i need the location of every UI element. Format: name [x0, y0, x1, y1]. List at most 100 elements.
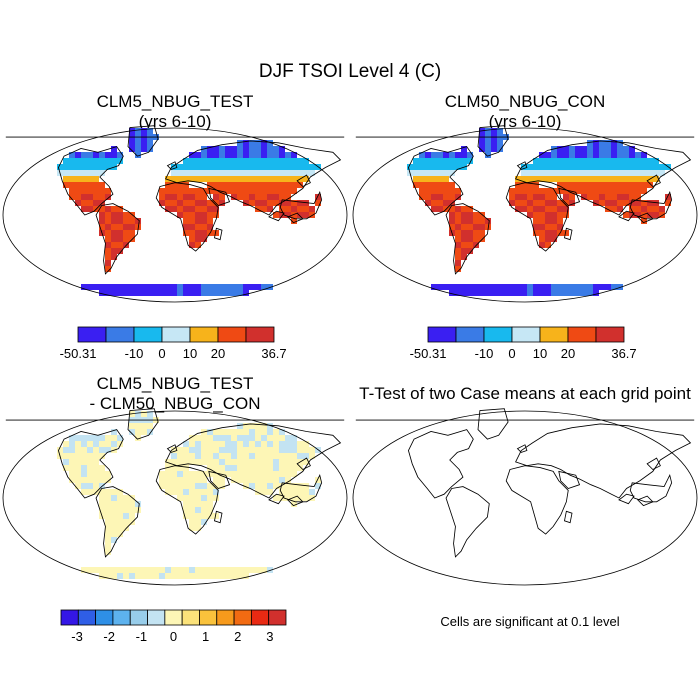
grid-cell: [279, 206, 285, 212]
grid-cell: [623, 158, 629, 164]
grid-cell: [641, 158, 647, 164]
grid-cell: [569, 158, 575, 164]
grid-cell: [315, 200, 321, 206]
grid-cell: [551, 170, 557, 176]
grid-cell: [443, 170, 449, 176]
grid-cell: [111, 429, 117, 435]
grid-cell: [279, 489, 285, 495]
grid-cell: [291, 164, 297, 170]
grid-cell: [575, 284, 581, 290]
grid-cell: [279, 459, 285, 465]
grid-cell: [297, 164, 303, 170]
grid-cell: [225, 146, 231, 152]
grid-cell: [93, 459, 99, 465]
grid-cell: [605, 182, 611, 188]
colorbar-tick-label: -2: [103, 629, 115, 644]
grid-cell: [207, 489, 213, 495]
grid-cell: [219, 477, 225, 483]
grid-cell: [141, 423, 147, 429]
grid-cell: [629, 152, 635, 158]
grid-cell: [105, 158, 111, 164]
grid-cell: [99, 224, 105, 230]
grid-cell: [237, 194, 243, 200]
grid-cell: [551, 236, 557, 242]
grid-cell: [201, 567, 207, 573]
grid-cell: [491, 284, 497, 290]
grid-cell: [309, 495, 315, 501]
grid-cell: [641, 182, 647, 188]
grid-cell: [467, 236, 473, 242]
grid-cell: [629, 176, 635, 182]
grid-cell: [267, 170, 273, 176]
grid-cell: [63, 176, 69, 182]
grid-cell: [201, 236, 207, 242]
grid-cell: [117, 525, 123, 531]
grid-cell: [195, 573, 201, 579]
grid-cell: [455, 248, 461, 254]
grid-cell: [141, 284, 147, 290]
grid-cell: [231, 284, 237, 290]
grid-cell: [303, 176, 309, 182]
grid-cell: [425, 170, 431, 176]
grid-cell: [231, 447, 237, 453]
grid-cell: [213, 489, 219, 495]
grid-cell: [183, 158, 189, 164]
grid-cell: [201, 158, 207, 164]
grid-cell: [455, 212, 461, 218]
grid-cell: [189, 441, 195, 447]
grid-cell: [605, 164, 611, 170]
grid-cell: [267, 465, 273, 471]
grid-cell: [207, 170, 213, 176]
grid-cell: [123, 567, 129, 573]
panel-title-line2: (yrs 6-10): [138, 112, 212, 131]
grid-cell: [653, 206, 659, 212]
grid-cell: [635, 158, 641, 164]
grid-cell: [611, 158, 617, 164]
grid-cell: [243, 164, 249, 170]
grid-cell: [213, 477, 219, 483]
grid-cell: [75, 453, 81, 459]
grid-cell: [243, 176, 249, 182]
grid-cell: [201, 471, 207, 477]
grid-cell: [569, 290, 575, 296]
grid-cell: [225, 471, 231, 477]
grid-cell: [225, 170, 231, 176]
grid-cell: [461, 218, 467, 224]
grid-cell: [231, 182, 237, 188]
grid-cell: [539, 212, 545, 218]
grid-cell: [177, 447, 183, 453]
colorbar-swatch: [77, 326, 107, 343]
grid-cell: [255, 465, 261, 471]
grid-cell: [455, 194, 461, 200]
grid-cell: [659, 206, 665, 212]
grid-cell: [533, 176, 539, 182]
grid-cell: [225, 429, 231, 435]
grid-cell: [207, 284, 213, 290]
grid-cell: [183, 284, 189, 290]
grid-cell: [105, 218, 111, 224]
grid-cell: [581, 188, 587, 194]
colorbar-swatch: [250, 609, 270, 626]
grid-cell: [533, 194, 539, 200]
colorbar-tick-label: 20: [211, 346, 225, 361]
grid-cell: [653, 176, 659, 182]
grid-cell: [515, 284, 521, 290]
grid-cell: [587, 164, 593, 170]
grid-cell: [111, 513, 117, 519]
grid-cell: [635, 200, 641, 206]
grid-cell: [159, 188, 165, 194]
grid-cell: [581, 194, 587, 200]
grid-cell: [183, 477, 189, 483]
colorbar-swatch: [147, 609, 166, 626]
grid-cell: [419, 182, 425, 188]
grid-cell: [201, 194, 207, 200]
grid-cell: [521, 164, 527, 170]
grid-cell: [509, 194, 515, 200]
grid-cell: [207, 224, 213, 230]
grid-cell: [563, 194, 569, 200]
colorbar-swatch: [539, 326, 569, 343]
grid-cell: [303, 489, 309, 495]
grid-cell: [273, 152, 279, 158]
grid-cell: [437, 284, 443, 290]
grid-cell: [273, 453, 279, 459]
